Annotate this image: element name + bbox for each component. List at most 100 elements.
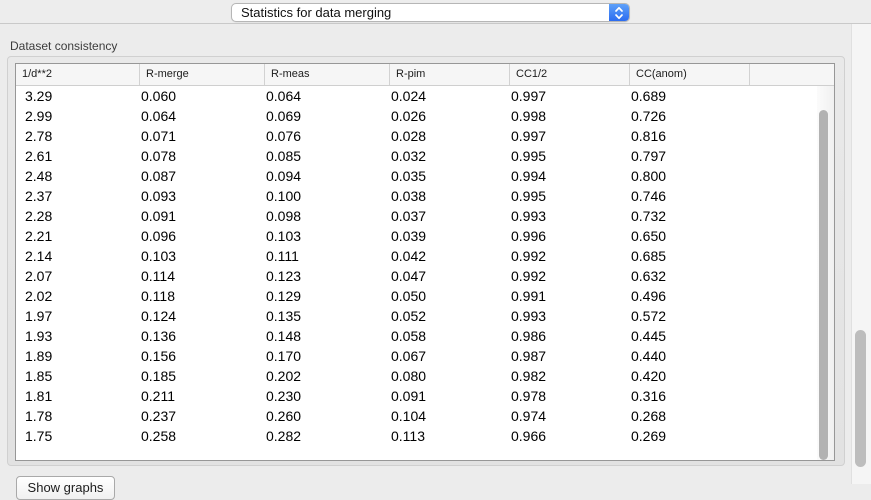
table-cell: 2.37 — [25, 188, 53, 204]
table-cell: 0.064 — [266, 88, 302, 104]
table-row[interactable]: 2.99 0.064 0.069 0.026 0.998 0.726 — [16, 106, 834, 126]
table-cell: 2.48 — [25, 168, 53, 184]
table-cell: 0.996 — [511, 228, 547, 244]
table-cell: 0.094 — [266, 168, 302, 184]
table-cell: 0.123 — [266, 268, 302, 284]
table-row[interactable]: 2.61 0.078 0.085 0.032 0.995 0.797 — [16, 146, 834, 166]
table-cell: 0.080 — [391, 368, 427, 384]
table-cell: 0.260 — [266, 408, 302, 424]
column-header[interactable]: 1/d**2 — [22, 68, 52, 80]
table-cell: 0.997 — [511, 128, 547, 144]
table-row[interactable]: 2.07 0.114 0.123 0.047 0.992 0.632 — [16, 266, 834, 286]
table-cell: 0.098 — [266, 208, 302, 224]
table-cell: 0.096 — [141, 228, 177, 244]
table-cell: 0.069 — [266, 108, 302, 124]
table-cell: 0.966 — [511, 428, 547, 444]
table-cell: 0.042 — [391, 248, 427, 264]
merging-statistics-select-value: Statistics for data merging — [241, 5, 392, 20]
table-cell: 0.269 — [631, 428, 667, 444]
table-cell: 0.156 — [141, 348, 177, 364]
table-cell: 2.14 — [25, 248, 53, 264]
table-cell: 0.816 — [631, 128, 667, 144]
table-cell: 0.445 — [631, 328, 667, 344]
table-cell: 2.21 — [25, 228, 53, 244]
column-header[interactable]: CC1/2 — [509, 64, 629, 85]
table-row[interactable]: 2.78 0.071 0.076 0.028 0.997 0.816 — [16, 126, 834, 146]
column-header[interactable]: R-pim — [389, 64, 509, 85]
table-cell: 0.237 — [141, 408, 177, 424]
table-cell: 0.211 — [141, 388, 175, 404]
table-row[interactable]: 1.81 0.211 0.230 0.091 0.978 0.316 — [16, 386, 834, 406]
table-scrollbar-thumb[interactable] — [819, 110, 828, 460]
table-cell: 0.148 — [266, 328, 302, 344]
table-row[interactable]: 2.48 0.087 0.094 0.035 0.994 0.800 — [16, 166, 834, 186]
table-cell: 0.035 — [391, 168, 427, 184]
table-cell: 0.420 — [631, 368, 667, 384]
table-cell: 0.118 — [141, 288, 175, 304]
table-cell: 0.078 — [141, 148, 177, 164]
table-row[interactable]: 1.78 0.237 0.260 0.104 0.974 0.268 — [16, 406, 834, 426]
table-header-row: 1/d**2 R-merge R-meas R-pim CC1/2 CC(anom) — [16, 64, 834, 86]
table-cell: 0.572 — [631, 308, 667, 324]
table-body: 3.29 0.060 0.064 0.024 0.997 0.689 2.99 0.064 0.… — [16, 86, 834, 446]
table-cell: 0.998 — [511, 108, 547, 124]
table-cell: 0.085 — [266, 148, 302, 164]
table-cell: 0.091 — [391, 388, 427, 404]
window-scrollbar-thumb[interactable] — [855, 330, 866, 467]
table-cell: 0.230 — [266, 388, 302, 404]
table-cell: 0.026 — [391, 108, 427, 124]
table-row[interactable]: 2.02 0.118 0.129 0.050 0.991 0.496 — [16, 286, 834, 306]
table-cell: 0.800 — [631, 168, 667, 184]
table-cell: 1.89 — [25, 348, 53, 364]
table-cell: 0.202 — [266, 368, 302, 384]
table-cell: 0.440 — [631, 348, 667, 364]
table-cell: 3.29 — [25, 88, 53, 104]
table-row[interactable]: 1.93 0.136 0.148 0.058 0.986 0.445 — [16, 326, 834, 346]
table-row[interactable]: 2.28 0.091 0.098 0.037 0.993 0.732 — [16, 206, 834, 226]
table-cell: 1.78 — [25, 408, 53, 424]
table-cell: 1.85 — [25, 368, 53, 384]
table-cell: 0.064 — [141, 108, 177, 124]
table-cell: 2.61 — [25, 148, 53, 164]
table-row[interactable]: 1.89 0.156 0.170 0.067 0.987 0.440 — [16, 346, 834, 366]
table-cell: 0.124 — [141, 308, 177, 324]
table-cell: 0.071 — [141, 128, 177, 144]
select-stepper[interactable] — [609, 4, 629, 21]
table-cell: 0.982 — [511, 368, 547, 384]
table-cell: 0.282 — [266, 428, 302, 444]
table-row[interactable]: 2.21 0.096 0.103 0.039 0.996 0.650 — [16, 226, 834, 246]
table-row[interactable]: 1.75 0.258 0.282 0.113 0.966 0.269 — [16, 426, 834, 446]
chevron-up-down-icon — [614, 5, 624, 21]
table-cell: 0.024 — [391, 88, 427, 104]
table-cell: 0.067 — [391, 348, 427, 364]
column-header-filler — [749, 64, 834, 85]
show-graphs-button[interactable]: Show graphs — [16, 476, 115, 500]
table-row[interactable]: 1.97 0.124 0.135 0.052 0.993 0.572 — [16, 306, 834, 326]
table-row[interactable]: 3.29 0.060 0.064 0.024 0.997 0.689 — [16, 86, 834, 106]
merging-statistics-select[interactable]: Statistics for data merging — [231, 3, 630, 22]
table-cell: 0.991 — [511, 288, 547, 304]
table-cell: 0.316 — [631, 388, 667, 404]
table-cell: 0.797 — [631, 148, 667, 164]
table-row[interactable]: 2.37 0.093 0.100 0.038 0.995 0.746 — [16, 186, 834, 206]
table-cell: 0.037 — [391, 208, 427, 224]
section-title: Dataset consistency — [10, 39, 118, 53]
table-cell: 0.111 — [266, 248, 299, 264]
table-cell: 0.185 — [141, 368, 177, 384]
column-header[interactable]: R-meas — [264, 64, 389, 85]
table-cell: 0.726 — [631, 108, 667, 124]
table-cell: 0.746 — [631, 188, 667, 204]
table-row[interactable]: 2.14 0.103 0.111 0.042 0.992 0.685 — [16, 246, 834, 266]
table-cell: 0.987 — [511, 348, 547, 364]
table-cell: 0.632 — [631, 268, 667, 284]
table-cell: 0.114 — [141, 268, 175, 284]
table-cell: 0.103 — [141, 248, 177, 264]
table-cell: 0.060 — [141, 88, 177, 104]
merging-statistics-table: 1/d**2 R-merge R-meas R-pim CC1/2 CC(anom) 3.… — [15, 63, 835, 461]
table-cell: 1.93 — [25, 328, 53, 344]
table-cell: 0.129 — [266, 288, 302, 304]
column-header[interactable]: CC(anom) — [629, 64, 749, 85]
table-row[interactable]: 1.85 0.185 0.202 0.080 0.982 0.420 — [16, 366, 834, 386]
table-cell: 0.994 — [511, 168, 547, 184]
column-header[interactable]: R-merge — [139, 64, 264, 85]
